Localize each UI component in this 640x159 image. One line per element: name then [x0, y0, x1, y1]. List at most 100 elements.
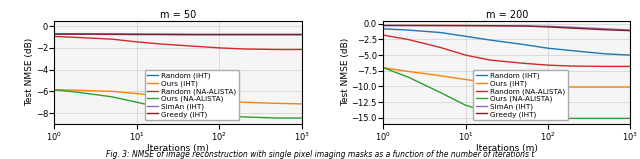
Ours (NA-ALISTA): [461, 104, 469, 106]
Text: Fig. 3: NMSE of image reconstruction with single pixel imaging masks as a functi: Fig. 3: NMSE of image reconstruction wit…: [106, 150, 534, 159]
Random (IHT): [602, 53, 609, 55]
Ours (IHT): [273, 102, 281, 104]
Ours (NA-ALISTA): [569, 118, 577, 119]
Greedy (IHT): [437, 24, 445, 26]
Ours (IHT): [602, 86, 609, 88]
Random (IHT): [158, 34, 166, 35]
Ours (IHT): [216, 99, 223, 101]
X-axis label: Iterations (m): Iterations (m): [147, 144, 209, 153]
SimAn (IHT): [380, 25, 387, 27]
Line: Greedy (IHT): Greedy (IHT): [54, 34, 301, 35]
Legend: Random (IHT), Ours (IHT), Random (NA-ALISTA), Ours (NA-ALISTA), SimAn (IHT), Gre: Random (IHT), Ours (IHT), Random (NA-ALI…: [145, 70, 239, 120]
Y-axis label: Test NMSE (dB): Test NMSE (dB): [26, 38, 35, 107]
Ours (NA-ALISTA): [486, 112, 494, 114]
Random (NA-ALISTA): [380, 34, 387, 36]
Ours (NA-ALISTA): [323, 117, 330, 119]
Random (NA-ALISTA): [404, 38, 412, 40]
Random (IHT): [298, 34, 305, 36]
SimAn (IHT): [216, 34, 223, 36]
Greedy (IHT): [273, 34, 281, 35]
Greedy (IHT): [544, 26, 552, 28]
Title: m = 200: m = 200: [486, 10, 528, 20]
Random (NA-ALISTA): [602, 66, 609, 67]
Ours (NA-ALISTA): [76, 92, 83, 93]
Line: Random (IHT): Random (IHT): [383, 29, 630, 55]
Ours (NA-ALISTA): [380, 67, 387, 69]
SimAn (IHT): [51, 33, 58, 35]
Ours (NA-ALISTA): [240, 116, 248, 118]
Random (NA-ALISTA): [486, 59, 494, 61]
SimAn (IHT): [569, 26, 577, 28]
Random (IHT): [486, 39, 494, 41]
Ours (IHT): [76, 89, 83, 91]
Greedy (IHT): [602, 29, 609, 31]
SimAn (IHT): [240, 34, 248, 36]
Random (IHT): [627, 54, 634, 56]
Random (NA-ALISTA): [133, 41, 141, 43]
Ours (NA-ALISTA): [51, 89, 58, 91]
SimAn (IHT): [298, 34, 305, 36]
SimAn (IHT): [627, 29, 634, 31]
Greedy (IHT): [380, 24, 387, 26]
SimAn (IHT): [602, 28, 609, 30]
Y-axis label: Test NMSE (dB): Test NMSE (dB): [341, 38, 350, 107]
Ours (IHT): [544, 86, 552, 87]
Random (NA-ALISTA): [240, 48, 248, 50]
Random (IHT): [519, 44, 527, 45]
SimAn (IHT): [437, 25, 445, 27]
Ours (NA-ALISTA): [273, 117, 281, 119]
SimAn (IHT): [76, 33, 83, 35]
Ours (IHT): [51, 89, 58, 91]
Random (NA-ALISTA): [544, 64, 552, 66]
Random (IHT): [76, 33, 83, 35]
Random (IHT): [51, 33, 58, 35]
Random (NA-ALISTA): [216, 47, 223, 49]
Random (NA-ALISTA): [51, 35, 58, 37]
Ours (IHT): [158, 95, 166, 97]
Ours (IHT): [437, 75, 445, 77]
Random (IHT): [544, 47, 552, 49]
Ours (NA-ALISTA): [191, 112, 198, 114]
Random (IHT): [273, 34, 281, 36]
Ours (NA-ALISTA): [404, 76, 412, 78]
Greedy (IHT): [404, 24, 412, 26]
SimAn (IHT): [158, 34, 166, 35]
Greedy (IHT): [519, 25, 527, 27]
Ours (IHT): [404, 70, 412, 72]
Line: Ours (NA-ALISTA): Ours (NA-ALISTA): [54, 90, 326, 118]
Random (NA-ALISTA): [108, 38, 116, 40]
X-axis label: Iterations (m): Iterations (m): [476, 144, 538, 153]
SimAn (IHT): [108, 33, 116, 35]
Legend: Random (IHT), Ours (IHT), Random (NA-ALISTA), Ours (NA-ALISTA), SimAn (IHT), Gre: Random (IHT), Ours (IHT), Random (NA-ALI…: [474, 70, 568, 120]
Greedy (IHT): [486, 25, 494, 27]
Random (NA-ALISTA): [323, 48, 330, 50]
Line: Ours (NA-ALISTA): Ours (NA-ALISTA): [383, 68, 640, 118]
Line: Random (NA-ALISTA): Random (NA-ALISTA): [383, 35, 640, 66]
SimAn (IHT): [273, 34, 281, 36]
Greedy (IHT): [569, 27, 577, 29]
SimAn (IHT): [461, 25, 469, 27]
Random (IHT): [437, 32, 445, 34]
Random (IHT): [191, 34, 198, 36]
Random (NA-ALISTA): [437, 47, 445, 48]
Ours (IHT): [519, 84, 527, 86]
Ours (NA-ALISTA): [437, 92, 445, 94]
Greedy (IHT): [240, 34, 248, 35]
Random (IHT): [461, 35, 469, 37]
Line: Ours (IHT): Ours (IHT): [54, 90, 301, 104]
Random (NA-ALISTA): [519, 62, 527, 64]
Greedy (IHT): [627, 30, 634, 32]
SimAn (IHT): [544, 25, 552, 27]
Greedy (IHT): [108, 33, 116, 35]
Ours (IHT): [569, 86, 577, 88]
Random (NA-ALISTA): [461, 54, 469, 56]
Ours (IHT): [461, 79, 469, 80]
Line: SimAn (IHT): SimAn (IHT): [383, 26, 630, 30]
Greedy (IHT): [298, 34, 305, 35]
Random (IHT): [380, 28, 387, 30]
Ours (IHT): [486, 82, 494, 84]
Ours (NA-ALISTA): [133, 101, 141, 103]
Ours (NA-ALISTA): [158, 107, 166, 109]
Ours (NA-ALISTA): [544, 118, 552, 119]
Ours (IHT): [191, 97, 198, 99]
